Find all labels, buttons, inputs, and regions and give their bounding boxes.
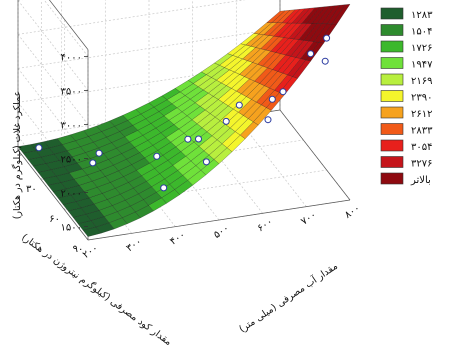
y-tick-label: ۶۰ — [49, 214, 60, 225]
data-point — [89, 159, 97, 167]
data-points — [35, 34, 331, 192]
z-tick-label: ۱۵۰۰ — [61, 222, 82, 233]
data-point — [307, 50, 315, 58]
legend-swatch — [380, 156, 404, 168]
legend-swatch — [380, 90, 404, 102]
data-point — [160, 184, 168, 192]
grid-line — [236, 116, 307, 207]
y-tick-label: ۳۰ — [26, 184, 37, 195]
legend-label: ۲۳۹۰ — [411, 93, 432, 104]
y-axis-ticks: ۳۰ ۶۰ ۹۰ — [26, 184, 83, 255]
z-tick-label: ۲۵۰۰ — [61, 154, 82, 165]
z-tick-label: ۲۰۰۰ — [61, 188, 82, 199]
legend-label: ۲۱۶۹ — [411, 76, 432, 87]
grid-line — [43, 0, 89, 57]
grid-line — [17, 0, 89, 91]
legend-label: ۱۷۲۶ — [411, 43, 432, 54]
legend-swatch — [380, 139, 404, 152]
z-tick-label: ۳۰۰۰ — [61, 120, 82, 131]
grid-line — [192, 123, 263, 214]
legend-swatch — [380, 40, 404, 53]
x-tick-label: ۵۰۰ — [212, 223, 232, 241]
legend-swatch — [380, 7, 404, 20]
legend-label: ۲۶۱۲ — [411, 109, 432, 120]
data-point — [279, 88, 287, 96]
data-point — [184, 135, 192, 143]
box-edge — [87, 199, 351, 241]
z-axis-label: عملکرد غلات (کیلوگرم در هکتار) — [11, 91, 23, 220]
x-tick-label: ۲۰۰ — [81, 243, 101, 261]
legend-label: بالاتر — [410, 175, 431, 186]
legend-label: ۱۹۴۷ — [411, 60, 433, 71]
x-tick-label: ۷۰۰ — [299, 210, 319, 228]
data-point — [323, 34, 331, 42]
data-point — [35, 144, 43, 152]
z-tick-label: ۳۵۰۰ — [61, 86, 82, 97]
legend-swatch — [380, 106, 404, 119]
surface-cell — [266, 10, 286, 23]
y-tick-label: ۹۰ — [73, 244, 84, 255]
data-point — [264, 116, 272, 124]
data-point — [195, 135, 202, 143]
data-point — [222, 117, 230, 125]
grid-line — [17, 68, 89, 159]
data-point — [202, 158, 210, 166]
x-tick-label: ۳۰۰ — [125, 236, 145, 254]
x-tick-label: ۸۰۰ — [343, 203, 363, 221]
legend-swatch — [380, 24, 404, 36]
x-axis-label: مقدار آب مصرفی (میلی متر) — [236, 259, 340, 335]
data-point — [321, 57, 329, 65]
legend: ۱۲۸۳ ۱۵۰۴ ۱۷۲۶ ۱۹۴۷ ۲۱۶۹ ۲۳۹۰ ۲۶۱۲ ۲۸۳۳ ۳۰۵۴ ۳۲۷۶… — [380, 7, 433, 186]
box-edge — [48, 0, 89, 50]
data-point — [95, 149, 103, 157]
legend-swatch — [380, 172, 404, 185]
x-tick-label: ۶۰۰ — [256, 216, 276, 234]
legend-label: ۳۲۷۶ — [411, 159, 432, 170]
legend-label: ۲۸۳۳ — [411, 126, 433, 137]
response-surface — [17, 3, 351, 237]
data-point — [153, 152, 161, 160]
z-axis-ticks: ۱۵۰۰ ۲۰۰۰ ۲۵۰۰ ۳۰۰۰ ۳۵۰۰ ۴۰۰۰ — [61, 52, 88, 233]
legend-label: ۳۰۵۴ — [411, 142, 432, 153]
box-edge — [279, 109, 351, 201]
legend-label: ۱۲۸۳ — [411, 10, 433, 21]
legend-swatch — [380, 123, 404, 135]
grid-line — [17, 34, 89, 125]
z-tick-label: ۴۰۰۰ — [61, 52, 82, 63]
legend-label: ۱۵۰۴ — [411, 27, 432, 38]
box-edge — [17, 149, 89, 241]
legend-swatch — [380, 73, 404, 86]
x-tick-label: ۴۰۰ — [168, 230, 188, 248]
data-point — [235, 101, 243, 109]
data-point — [268, 95, 276, 103]
grid-line — [17, 0, 246, 35]
legend-swatch — [380, 57, 404, 69]
